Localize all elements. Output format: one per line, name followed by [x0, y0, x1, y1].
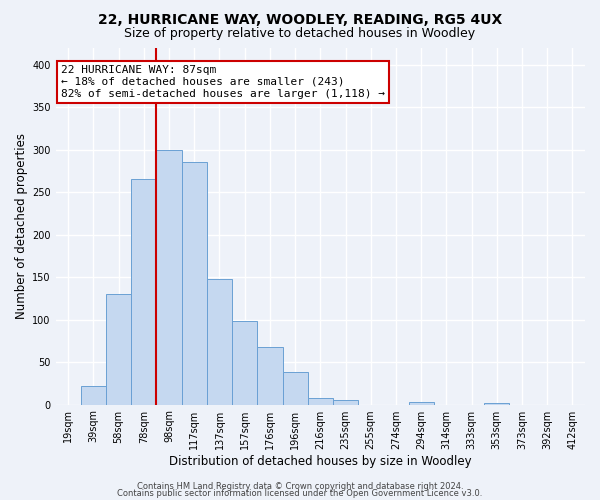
X-axis label: Distribution of detached houses by size in Woodley: Distribution of detached houses by size … [169, 454, 472, 468]
Bar [106, 294, 131, 405]
Text: Contains public sector information licensed under the Open Government Licence v3: Contains public sector information licen… [118, 488, 482, 498]
Bar [81, 386, 106, 404]
Bar [131, 180, 157, 404]
Bar [157, 150, 182, 404]
Y-axis label: Number of detached properties: Number of detached properties [15, 133, 28, 319]
Bar [333, 400, 358, 404]
Bar [409, 402, 434, 404]
Bar [257, 347, 283, 405]
Bar [207, 279, 232, 404]
Bar [484, 403, 509, 404]
Bar [308, 398, 333, 404]
Text: 22 HURRICANE WAY: 87sqm
← 18% of detached houses are smaller (243)
82% of semi-d: 22 HURRICANE WAY: 87sqm ← 18% of detache… [61, 66, 385, 98]
Bar [232, 322, 257, 404]
Bar [182, 162, 207, 404]
Bar [283, 372, 308, 404]
Text: Size of property relative to detached houses in Woodley: Size of property relative to detached ho… [124, 28, 476, 40]
Text: Contains HM Land Registry data © Crown copyright and database right 2024.: Contains HM Land Registry data © Crown c… [137, 482, 463, 491]
Text: 22, HURRICANE WAY, WOODLEY, READING, RG5 4UX: 22, HURRICANE WAY, WOODLEY, READING, RG5… [98, 12, 502, 26]
